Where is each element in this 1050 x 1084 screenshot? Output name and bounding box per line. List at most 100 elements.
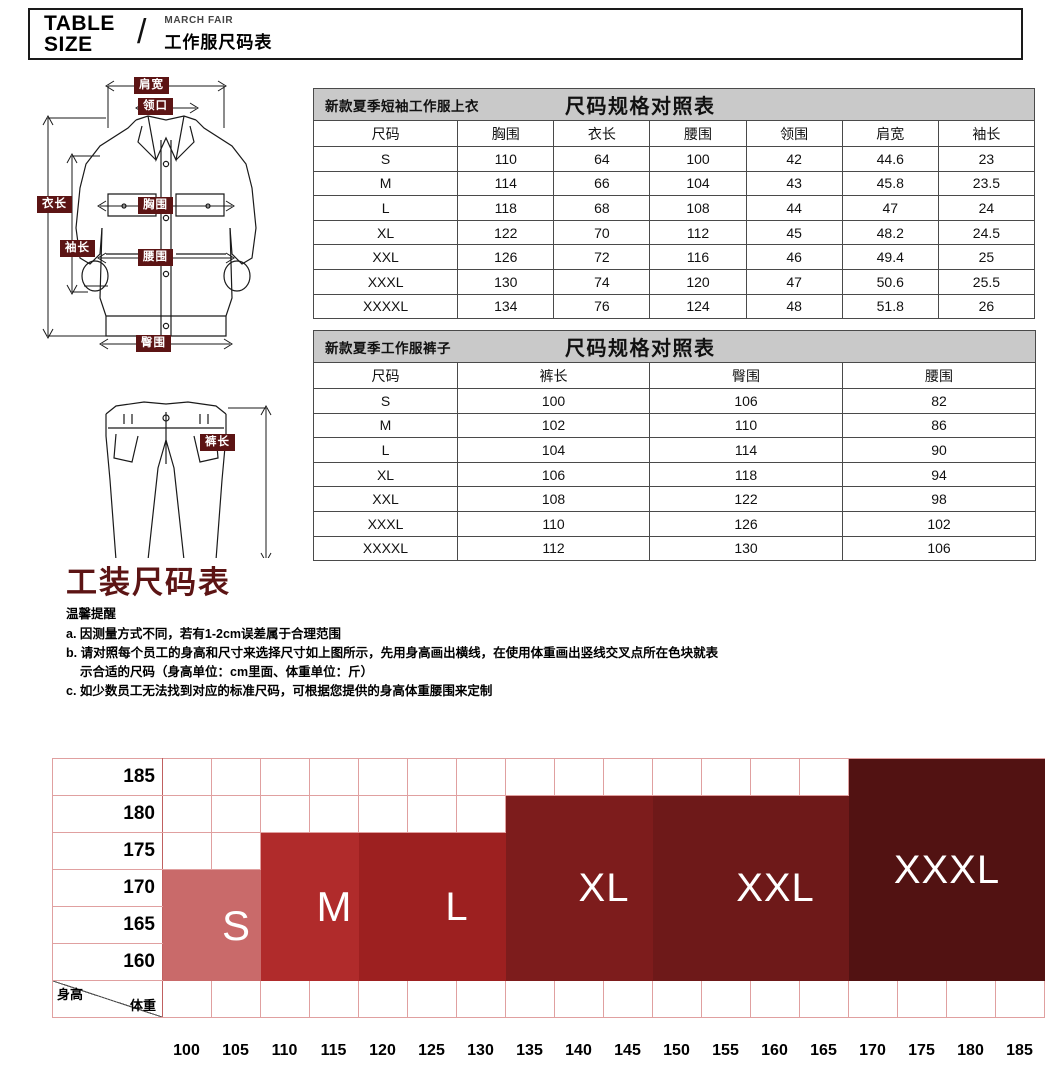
heatmap-cell[interactable] — [211, 869, 261, 907]
heatmap-cell[interactable] — [799, 906, 849, 944]
heatmap-cell[interactable] — [897, 758, 947, 796]
heatmap-cell[interactable] — [701, 758, 751, 796]
heatmap-cell[interactable] — [505, 869, 555, 907]
heatmap-cell[interactable] — [946, 832, 996, 870]
heatmap-cell[interactable] — [603, 943, 653, 981]
heatmap-cell[interactable] — [750, 832, 800, 870]
heatmap-cell[interactable] — [554, 943, 604, 981]
heatmap-cell[interactable] — [260, 906, 310, 944]
heatmap-cell[interactable] — [260, 795, 310, 833]
heatmap-cell[interactable] — [701, 832, 751, 870]
heatmap-cell[interactable] — [946, 795, 996, 833]
heatmap-cell[interactable] — [162, 795, 212, 833]
heatmap-cell[interactable] — [603, 869, 653, 907]
heatmap-cell[interactable] — [358, 832, 408, 870]
heatmap-cell[interactable] — [946, 906, 996, 944]
heatmap-cell[interactable] — [603, 906, 653, 944]
heatmap-cell[interactable] — [652, 832, 702, 870]
heatmap-cell[interactable] — [456, 869, 506, 907]
heatmap-cell[interactable] — [260, 832, 310, 870]
heatmap-cell[interactable] — [897, 795, 947, 833]
heatmap-cell[interactable] — [211, 943, 261, 981]
heatmap-cell[interactable] — [848, 832, 898, 870]
heatmap-cell[interactable] — [946, 758, 996, 796]
heatmap-cell[interactable] — [505, 758, 555, 796]
heatmap-cell[interactable] — [995, 795, 1045, 833]
heatmap-cell[interactable] — [995, 906, 1045, 944]
heatmap-cell[interactable] — [652, 906, 702, 944]
heatmap-cell[interactable] — [799, 943, 849, 981]
heatmap-cell[interactable] — [554, 869, 604, 907]
heatmap-cell[interactable] — [407, 832, 457, 870]
heatmap-cell[interactable] — [407, 758, 457, 796]
heatmap-cell[interactable] — [309, 906, 359, 944]
heatmap-cell[interactable] — [554, 758, 604, 796]
heatmap-cell[interactable] — [897, 943, 947, 981]
heatmap-cell[interactable] — [652, 758, 702, 796]
heatmap-cell[interactable] — [211, 758, 261, 796]
heatmap-cell[interactable] — [848, 869, 898, 907]
heatmap-cell[interactable] — [456, 795, 506, 833]
heatmap-cell[interactable] — [456, 943, 506, 981]
heatmap-cell[interactable] — [750, 943, 800, 981]
heatmap-cell[interactable] — [799, 758, 849, 796]
heatmap-cell[interactable] — [456, 832, 506, 870]
heatmap-cell[interactable] — [750, 906, 800, 944]
heatmap-cell[interactable] — [750, 758, 800, 796]
heatmap-cell[interactable] — [358, 943, 408, 981]
heatmap-cell[interactable] — [603, 832, 653, 870]
heatmap-cell[interactable] — [407, 795, 457, 833]
heatmap-cell[interactable] — [407, 869, 457, 907]
heatmap-cell[interactable] — [603, 758, 653, 796]
heatmap-cell[interactable] — [652, 869, 702, 907]
heatmap-cell[interactable] — [897, 832, 947, 870]
heatmap-cell[interactable] — [750, 795, 800, 833]
heatmap-cell[interactable] — [701, 869, 751, 907]
heatmap-cell[interactable] — [995, 869, 1045, 907]
heatmap-cell[interactable] — [505, 832, 555, 870]
heatmap-cell[interactable] — [554, 795, 604, 833]
heatmap-cell[interactable] — [211, 832, 261, 870]
heatmap-cell[interactable] — [309, 943, 359, 981]
heatmap-cell[interactable] — [407, 943, 457, 981]
heatmap-cell[interactable] — [309, 758, 359, 796]
heatmap-cell[interactable] — [456, 906, 506, 944]
heatmap-cell[interactable] — [309, 795, 359, 833]
heatmap-cell[interactable] — [162, 832, 212, 870]
heatmap-cell[interactable] — [799, 869, 849, 907]
heatmap-cell[interactable] — [505, 943, 555, 981]
heatmap-cell[interactable] — [652, 795, 702, 833]
heatmap-cell[interactable] — [407, 906, 457, 944]
heatmap-cell[interactable] — [848, 795, 898, 833]
heatmap-cell[interactable] — [946, 869, 996, 907]
heatmap-cell[interactable] — [505, 906, 555, 944]
heatmap-cell[interactable] — [211, 795, 261, 833]
heatmap-cell[interactable] — [358, 906, 408, 944]
heatmap-cell[interactable] — [995, 758, 1045, 796]
heatmap-cell[interactable] — [505, 795, 555, 833]
heatmap-cell[interactable] — [701, 795, 751, 833]
heatmap-cell[interactable] — [260, 943, 310, 981]
heatmap-cell[interactable] — [554, 906, 604, 944]
heatmap-cell[interactable] — [554, 832, 604, 870]
heatmap-cell[interactable] — [456, 758, 506, 796]
heatmap-cell[interactable] — [848, 758, 898, 796]
heatmap-cell[interactable] — [799, 795, 849, 833]
heatmap-cell[interactable] — [799, 832, 849, 870]
heatmap-cell[interactable] — [848, 943, 898, 981]
heatmap-cell[interactable] — [162, 943, 212, 981]
heatmap-cell[interactable] — [358, 869, 408, 907]
heatmap-cell[interactable] — [701, 943, 751, 981]
heatmap-cell[interactable] — [260, 758, 310, 796]
heatmap-cell[interactable] — [162, 906, 212, 944]
heatmap-cell[interactable] — [995, 832, 1045, 870]
heatmap-cell[interactable] — [701, 906, 751, 944]
heatmap-cell[interactable] — [309, 832, 359, 870]
heatmap-cell[interactable] — [358, 795, 408, 833]
heatmap-cell[interactable] — [162, 869, 212, 907]
heatmap-cell[interactable] — [603, 795, 653, 833]
heatmap-cell[interactable] — [652, 943, 702, 981]
heatmap-cell[interactable] — [995, 943, 1045, 981]
heatmap-cell[interactable] — [848, 906, 898, 944]
heatmap-cell[interactable] — [260, 869, 310, 907]
